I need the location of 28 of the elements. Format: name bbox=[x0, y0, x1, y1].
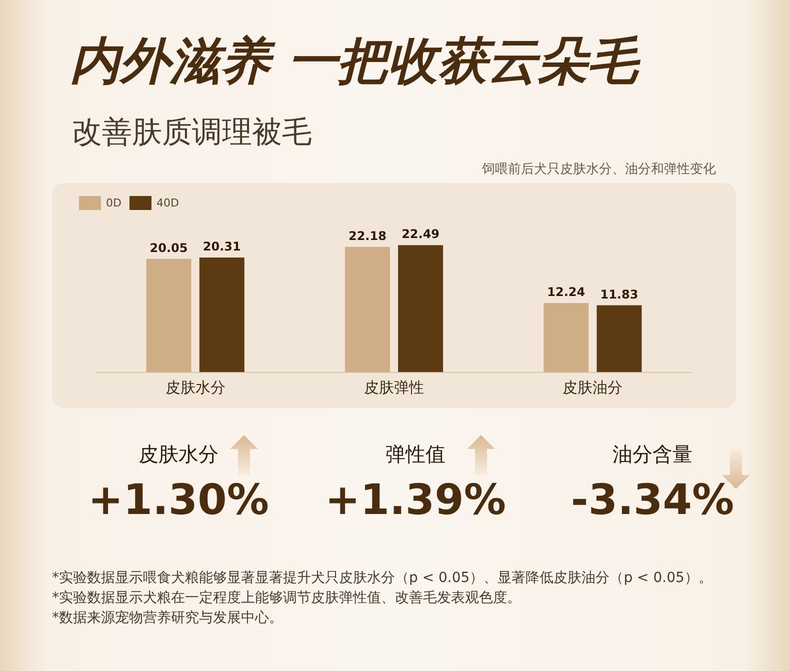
bar bbox=[344, 246, 390, 372]
chart-subtitle: 改善肤质调理被毛 bbox=[72, 114, 312, 152]
text: *实验数据显示喂食犬粮能够显著显著提升犬只皮肤水分（p < 0.05）、显著降低皮肤油分（p < 0.05）。 bbox=[52, 569, 714, 588]
text: 弹性值 bbox=[384, 441, 446, 468]
text: +1.39% bbox=[324, 475, 507, 524]
bar bbox=[596, 305, 642, 372]
x-tick-label: 皮肤弹性 bbox=[364, 378, 424, 396]
data-label: 22.49 bbox=[402, 227, 440, 242]
data-label: 11.83 bbox=[600, 287, 638, 302]
text: -3.34% bbox=[570, 475, 736, 524]
data-label: 20.31 bbox=[202, 239, 241, 254]
data-label: 12.24 bbox=[547, 284, 586, 299]
text: *数据来源宠物营养研究与发展中心。 bbox=[52, 609, 284, 628]
text: 皮肤水分 bbox=[138, 441, 220, 468]
bar bbox=[146, 258, 192, 372]
text: +1.30% bbox=[87, 475, 270, 524]
bar bbox=[544, 302, 589, 372]
legend-label: 0D bbox=[106, 196, 122, 210]
x-tick-label: 皮肤油分 bbox=[562, 378, 623, 396]
legend-label: 40D bbox=[156, 196, 179, 210]
text: *实验数据显示犬粮在一定程度上能够调节皮肤弹性值、改善毛发表观色度。 bbox=[52, 589, 522, 608]
bar bbox=[199, 257, 244, 372]
x-tick-label: 皮肤水分 bbox=[165, 378, 226, 396]
text: 饲喂前后犬只皮肤水分、油分和弹性变化 bbox=[482, 161, 716, 178]
data-label: 22.18 bbox=[348, 228, 386, 243]
text: 油分含量 bbox=[612, 441, 694, 468]
bar bbox=[398, 245, 444, 372]
data-label: 20.05 bbox=[150, 240, 188, 255]
